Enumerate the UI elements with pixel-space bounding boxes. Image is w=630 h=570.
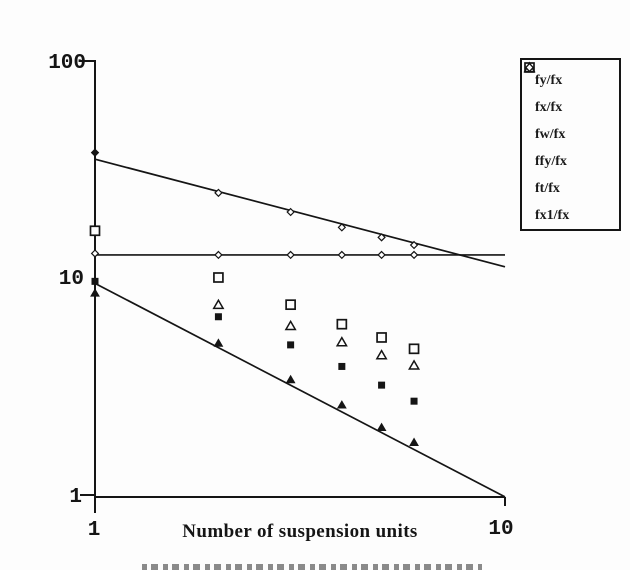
marker-open-diamond-small — [214, 250, 223, 260]
marker-open-diamond-small — [286, 207, 295, 217]
marker-filled-square — [410, 397, 418, 405]
marker-filled-square — [338, 362, 346, 370]
marker-filled-square — [287, 341, 295, 349]
marker-open-square — [336, 318, 348, 330]
marker-filled-triangle — [376, 422, 387, 431]
legend-item: fx/fx — [522, 62, 619, 121]
marker-open-diamond-small — [409, 250, 419, 260]
marker-open-diamond-small — [90, 249, 100, 258]
marker-filled-square — [91, 277, 99, 285]
marker-open-triangle — [335, 336, 348, 347]
marker-open-square — [408, 343, 420, 355]
marker-filled-triangle — [285, 374, 296, 384]
legend-label: fx1/fx — [535, 207, 570, 223]
marker-filled-triangle — [90, 288, 100, 297]
open-diamond-small-icon — [524, 62, 535, 73]
trend-line — [94, 158, 506, 268]
legend-label: fx/fx — [535, 99, 563, 115]
marker-open-square — [376, 332, 387, 343]
marker-open-square — [285, 299, 296, 311]
legend-marker-shape — [524, 62, 535, 73]
marker-open-diamond-small — [337, 223, 347, 232]
legend-label: fw/fx — [535, 126, 566, 142]
marker-open-triangle — [408, 359, 421, 370]
marker-filled-triangle — [336, 400, 347, 409]
legend-label: ffy/fx — [535, 153, 567, 169]
marker-filled-square — [214, 313, 222, 321]
y-tick-label-100: 100 — [48, 52, 86, 75]
marker-open-diamond-small — [214, 188, 223, 198]
legend-label: fy/fx — [535, 72, 563, 88]
marker-filled-triangle — [409, 437, 419, 446]
marker-open-square — [89, 225, 101, 237]
marker-filled-square — [378, 381, 386, 389]
marker-open-square — [213, 272, 224, 283]
legend-item: ffy/fx — [522, 62, 619, 175]
marker-open-triangle — [375, 349, 388, 360]
y-tick-label-10: 10 — [59, 268, 84, 291]
marker-open-diamond-small — [409, 240, 419, 250]
marker-open-triangle — [212, 298, 225, 310]
marker-open-diamond-small — [337, 250, 347, 260]
legend-label: ft/fx — [535, 180, 560, 196]
legend-item: fw/fx — [522, 62, 619, 148]
legend-box: fy/fx fx/fx fw/fx ffy/fx ft/fx fx1/fx — [520, 58, 621, 231]
cropped-caption-strip — [142, 564, 482, 570]
x-axis-title: Number of suspension units — [182, 521, 418, 542]
marker-open-triangle — [284, 319, 297, 331]
x-tick-label-10: 10 — [488, 518, 513, 541]
marker-open-diamond-small — [377, 250, 386, 260]
trend-line — [94, 282, 506, 498]
marker-open-diamond-small — [286, 250, 295, 260]
x-tick-label-1: 1 — [88, 519, 101, 542]
y-tick-label-1: 1 — [69, 486, 82, 509]
marker-open-diamond-small — [377, 233, 386, 242]
marker-filled-triangle — [213, 338, 224, 347]
legend-item: ft/fx — [522, 61, 619, 202]
legend-item: fx1/fx — [522, 62, 619, 229]
marker-filled-diamond-small — [90, 148, 100, 157]
